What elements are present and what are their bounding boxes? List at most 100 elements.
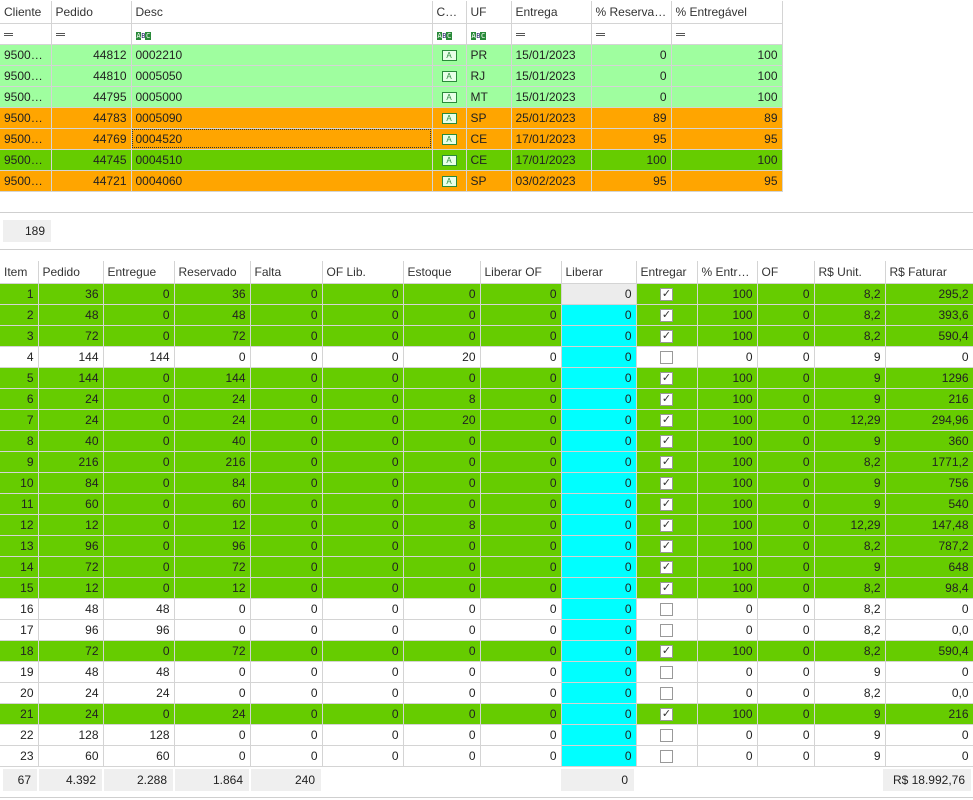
items-cell[interactable]: 144 bbox=[38, 346, 104, 368]
orders-cell-reservado[interactable]: 95 bbox=[591, 128, 672, 150]
filter-cell[interactable] bbox=[51, 23, 132, 45]
items-cell[interactable]: 0 bbox=[322, 493, 404, 515]
items-cell[interactable]: 0 bbox=[403, 535, 481, 557]
items-cell[interactable]: 8,2 bbox=[814, 640, 886, 662]
orders-cell-pedido[interactable]: 44812 bbox=[51, 44, 132, 66]
items-cell[interactable]: 2 bbox=[0, 304, 39, 326]
items-cell[interactable] bbox=[636, 661, 698, 683]
orders-filter-row[interactable]: ABC ABC ABC bbox=[0, 23, 783, 45]
items-cell[interactable]: 18 bbox=[0, 640, 39, 662]
items-cell[interactable]: 24 bbox=[38, 682, 104, 704]
orders-col-header[interactable]: Com. bbox=[432, 1, 467, 24]
items-cell[interactable]: 0 bbox=[885, 724, 973, 746]
items-cell[interactable]: 9 bbox=[814, 346, 886, 368]
items-cell[interactable]: 100 bbox=[697, 577, 758, 599]
items-cell[interactable]: 36 bbox=[38, 283, 104, 305]
items-cell[interactable]: 48 bbox=[38, 598, 104, 620]
items-cell[interactable]: 10 bbox=[0, 472, 39, 494]
items-cell[interactable]: 8,2 bbox=[814, 598, 886, 620]
orders-cell-desc[interactable]: 0005090 bbox=[131, 107, 433, 129]
items-col-header[interactable]: % Entreg. bbox=[697, 261, 758, 284]
orders-cell-com[interactable]: A bbox=[432, 107, 467, 129]
items-cell[interactable]: ✓ bbox=[636, 514, 698, 536]
items-cell[interactable]: 8,2 bbox=[814, 325, 886, 347]
items-cell[interactable]: 144 bbox=[103, 346, 175, 368]
items-cell[interactable]: 0 bbox=[322, 472, 404, 494]
items-cell[interactable]: 14 bbox=[0, 556, 39, 578]
items-cell[interactable]: 0 bbox=[480, 577, 562, 599]
items-cell[interactable]: 0 bbox=[322, 451, 404, 473]
items-cell[interactable]: 72 bbox=[38, 325, 104, 347]
items-cell[interactable]: 9 bbox=[814, 388, 886, 410]
items-cell[interactable]: 9 bbox=[814, 703, 886, 725]
items-cell[interactable]: 8,2 bbox=[814, 451, 886, 473]
orders-cell-cliente[interactable]: 95002... bbox=[0, 44, 52, 66]
items-cell[interactable]: 0 bbox=[561, 535, 637, 557]
items-cell[interactable]: 0 bbox=[697, 724, 758, 746]
orders-cell-cliente[interactable]: 95004... bbox=[0, 65, 52, 87]
orders-cell-pedido[interactable]: 44769 bbox=[51, 128, 132, 150]
items-cell[interactable]: 0 bbox=[174, 346, 251, 368]
items-cell[interactable]: 0 bbox=[757, 598, 815, 620]
filter-cell[interactable] bbox=[671, 23, 783, 45]
items-row[interactable]: 13 96 0 96 0 0 0 0 0 ✓ 100 0 8,2 787,2 bbox=[0, 535, 973, 557]
items-cell[interactable]: 8 bbox=[403, 514, 481, 536]
comment-icon[interactable]: A bbox=[441, 70, 457, 82]
items-cell[interactable]: 40 bbox=[38, 430, 104, 452]
items-col-header[interactable]: R$ Faturar bbox=[885, 261, 973, 284]
orders-cell-com[interactable]: A bbox=[432, 65, 467, 87]
orders-col-header[interactable]: Cliente bbox=[0, 1, 52, 24]
items-col-header[interactable]: Pedido bbox=[38, 261, 104, 284]
filter-cell[interactable] bbox=[511, 23, 592, 45]
items-cell[interactable]: 0 bbox=[480, 367, 562, 389]
items-cell[interactable]: 0 bbox=[103, 409, 175, 431]
items-cell[interactable]: 0 bbox=[757, 451, 815, 473]
items-cell[interactable]: 0 bbox=[480, 745, 562, 767]
orders-cell-entregavel[interactable]: 89 bbox=[671, 107, 783, 129]
entregar-checkbox[interactable] bbox=[660, 728, 673, 742]
orders-cell-reservado[interactable]: 0 bbox=[591, 65, 672, 87]
items-cell[interactable]: 0 bbox=[757, 325, 815, 347]
items-cell[interactable]: 100 bbox=[697, 640, 758, 662]
items-cell[interactable]: 9 bbox=[814, 661, 886, 683]
items-cell[interactable]: ✓ bbox=[636, 409, 698, 431]
orders-col-header[interactable]: % Entregável bbox=[671, 1, 783, 24]
items-cell[interactable]: 216 bbox=[885, 703, 973, 725]
items-row[interactable]: 11 60 0 60 0 0 0 0 0 ✓ 100 0 9 540 bbox=[0, 493, 973, 515]
orders-row[interactable]: 95000... 44769 0004520 A CE 17/01/2023 95 95 bbox=[0, 128, 783, 150]
items-cell[interactable]: 8 bbox=[403, 388, 481, 410]
items-cell[interactable]: 7 bbox=[0, 409, 39, 431]
items-cell[interactable]: 756 bbox=[885, 472, 973, 494]
items-cell[interactable] bbox=[636, 346, 698, 368]
items-cell[interactable]: 0 bbox=[250, 556, 323, 578]
items-cell[interactable]: 147,48 bbox=[885, 514, 973, 536]
items-cell[interactable]: 8,2 bbox=[814, 304, 886, 326]
items-cell[interactable]: 0 bbox=[561, 346, 637, 368]
items-cell[interactable]: 0 bbox=[480, 640, 562, 662]
items-cell[interactable]: 3 bbox=[0, 325, 39, 347]
items-cell[interactable]: 360 bbox=[885, 430, 973, 452]
orders-cell-pedido[interactable]: 44745 bbox=[51, 149, 132, 171]
items-cell[interactable]: 0 bbox=[250, 640, 323, 662]
items-cell[interactable]: 0 bbox=[757, 661, 815, 683]
items-cell[interactable]: 48 bbox=[103, 661, 175, 683]
orders-cell-uf[interactable]: SP bbox=[466, 170, 512, 192]
items-cell[interactable]: 24 bbox=[38, 388, 104, 410]
items-cell[interactable]: 393,6 bbox=[885, 304, 973, 326]
orders-cell-pedido[interactable]: 44721 bbox=[51, 170, 132, 192]
items-cell[interactable]: 9 bbox=[814, 430, 886, 452]
items-cell[interactable]: 5 bbox=[0, 367, 39, 389]
items-cell[interactable]: 60 bbox=[174, 493, 251, 515]
items-cell[interactable]: 60 bbox=[103, 745, 175, 767]
orders-cell-uf[interactable]: CE bbox=[466, 149, 512, 171]
items-cell[interactable]: 0 bbox=[561, 661, 637, 683]
filter-cell[interactable]: ABC bbox=[466, 23, 512, 45]
orders-cell-reservado[interactable]: 100 bbox=[591, 149, 672, 171]
items-cell[interactable] bbox=[636, 598, 698, 620]
items-cell[interactable]: 0 bbox=[250, 325, 323, 347]
items-cell[interactable]: 0 bbox=[103, 640, 175, 662]
filter-cell[interactable]: ABC bbox=[131, 23, 433, 45]
orders-cell-entregavel[interactable]: 100 bbox=[671, 44, 783, 66]
items-cell[interactable]: 0 bbox=[322, 367, 404, 389]
items-cell[interactable]: 0 bbox=[103, 325, 175, 347]
